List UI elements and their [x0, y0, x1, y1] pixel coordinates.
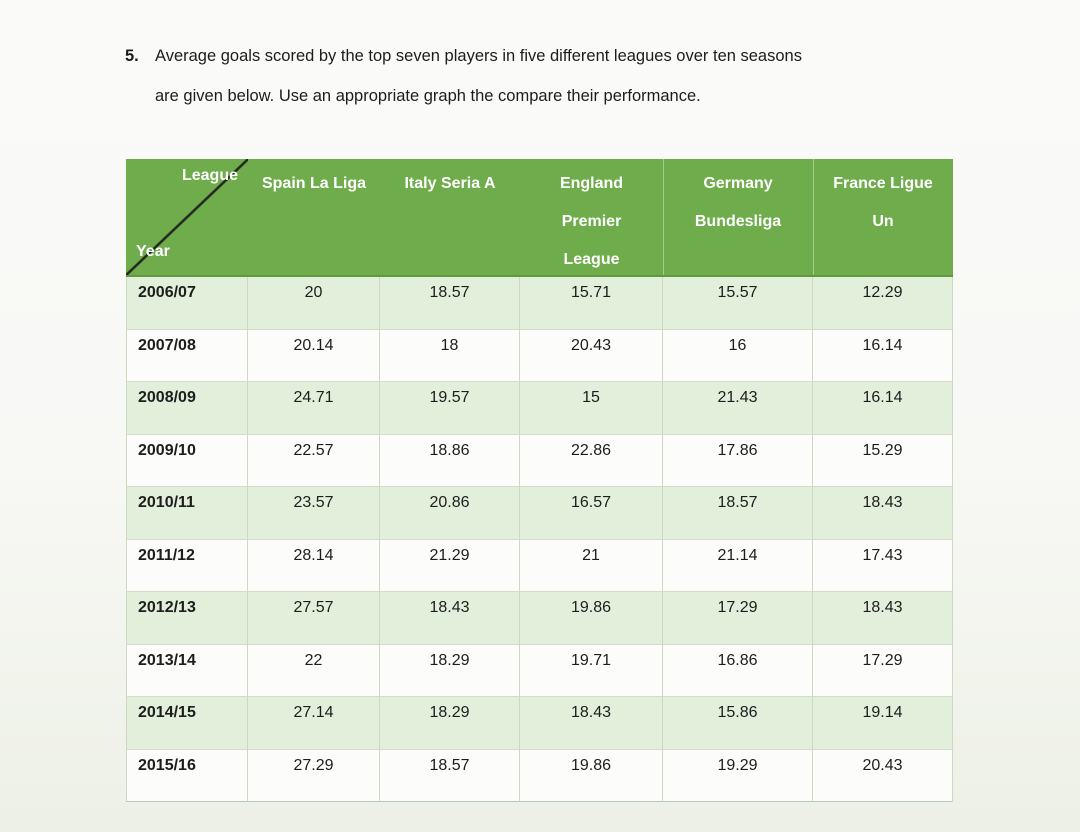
- value-cell: 23.57: [248, 487, 380, 540]
- value-cell: 20.86: [380, 487, 520, 540]
- header-italy-seria-a: Italy Seria A: [380, 159, 520, 277]
- value-cell: 17.29: [813, 644, 953, 697]
- value-cell: 27.14: [248, 697, 380, 750]
- header-line: France Ligue: [833, 175, 933, 192]
- year-cell: 2011/12: [126, 539, 248, 592]
- value-cell: 19.57: [380, 382, 520, 435]
- year-cell: 2014/15: [126, 697, 248, 750]
- value-cell: 17.43: [813, 539, 953, 592]
- value-cell: 27.57: [248, 592, 380, 645]
- value-cell: 15.29: [813, 434, 953, 487]
- value-cell: 15.57: [663, 277, 813, 330]
- year-cell: 2010/11: [126, 487, 248, 540]
- header-line: Bundesliga: [694, 213, 782, 230]
- question-line-1: Average goals scored by the top seven pl…: [155, 47, 802, 65]
- value-cell: 27.29: [248, 749, 380, 802]
- value-cell: 16.14: [813, 329, 953, 382]
- value-cell: 15.71: [520, 277, 663, 330]
- value-cell: 19.29: [663, 749, 813, 802]
- header-line: League: [563, 251, 620, 268]
- value-cell: 20.14: [248, 329, 380, 382]
- header-spain-la-liga: Spain La Liga: [248, 159, 380, 277]
- year-cell: 2006/07: [126, 277, 248, 330]
- value-cell: 21.43: [663, 382, 813, 435]
- header-line: England: [559, 175, 624, 192]
- question-text: Average goals scored by the top seven pl…: [155, 36, 802, 116]
- header-corner-cell: League Year: [126, 159, 248, 277]
- value-cell: 18.86: [380, 434, 520, 487]
- corner-league-label: League: [181, 167, 238, 184]
- question-number: 5.: [125, 47, 139, 65]
- value-cell: 17.86: [663, 434, 813, 487]
- value-cell: 20.43: [520, 329, 663, 382]
- value-cell: 17.29: [663, 592, 813, 645]
- header-line: Un: [872, 213, 894, 230]
- year-cell: 2009/10: [126, 434, 248, 487]
- value-cell: 18.43: [813, 487, 953, 540]
- corner-year-label: Year: [136, 243, 170, 260]
- value-cell: 18.57: [380, 277, 520, 330]
- value-cell: 20.43: [813, 749, 953, 802]
- value-cell: 21.29: [380, 539, 520, 592]
- value-cell: 24.71: [248, 382, 380, 435]
- year-cell: 2013/14: [126, 644, 248, 697]
- value-cell: 18.57: [380, 749, 520, 802]
- header-line: Premier: [561, 213, 622, 230]
- header-germany-bundesliga: Germany Bundesliga: [663, 159, 813, 277]
- value-cell: 18.29: [380, 697, 520, 750]
- value-cell: 19.71: [520, 644, 663, 697]
- value-cell: 22.86: [520, 434, 663, 487]
- value-cell: 16: [663, 329, 813, 382]
- value-cell: 18.43: [813, 592, 953, 645]
- value-cell: 16.14: [813, 382, 953, 435]
- value-cell: 21.14: [663, 539, 813, 592]
- value-cell: 19.86: [520, 592, 663, 645]
- header-line: Germany: [703, 175, 773, 192]
- header-england-premier-league: England Premier League: [520, 159, 663, 277]
- value-cell: 19.14: [813, 697, 953, 750]
- value-cell: 16.86: [663, 644, 813, 697]
- value-cell: 22.57: [248, 434, 380, 487]
- value-cell: 18: [380, 329, 520, 382]
- data-table: League Year Spain La Liga Italy Seria A …: [126, 159, 953, 802]
- value-cell: 18.57: [663, 487, 813, 540]
- value-cell: 28.14: [248, 539, 380, 592]
- value-cell: 19.86: [520, 749, 663, 802]
- year-cell: 2015/16: [126, 749, 248, 802]
- year-cell: 2007/08: [126, 329, 248, 382]
- value-cell: 18.43: [380, 592, 520, 645]
- year-cell: 2012/13: [126, 592, 248, 645]
- question: 5. Average goals scored by the top seven…: [125, 36, 955, 116]
- value-cell: 16.57: [520, 487, 663, 540]
- value-cell: 18.29: [380, 644, 520, 697]
- year-cell: 2008/09: [126, 382, 248, 435]
- value-cell: 18.43: [520, 697, 663, 750]
- header-line: Spain La Liga: [261, 175, 366, 192]
- header-line: Italy Seria A: [404, 175, 496, 192]
- value-cell: 21: [520, 539, 663, 592]
- value-cell: 20: [248, 277, 380, 330]
- header-france-ligue-un: France Ligue Un: [813, 159, 953, 277]
- value-cell: 15.86: [663, 697, 813, 750]
- value-cell: 15: [520, 382, 663, 435]
- question-line-2: are given below. Use an appropriate grap…: [155, 87, 701, 105]
- value-cell: 12.29: [813, 277, 953, 330]
- value-cell: 22: [248, 644, 380, 697]
